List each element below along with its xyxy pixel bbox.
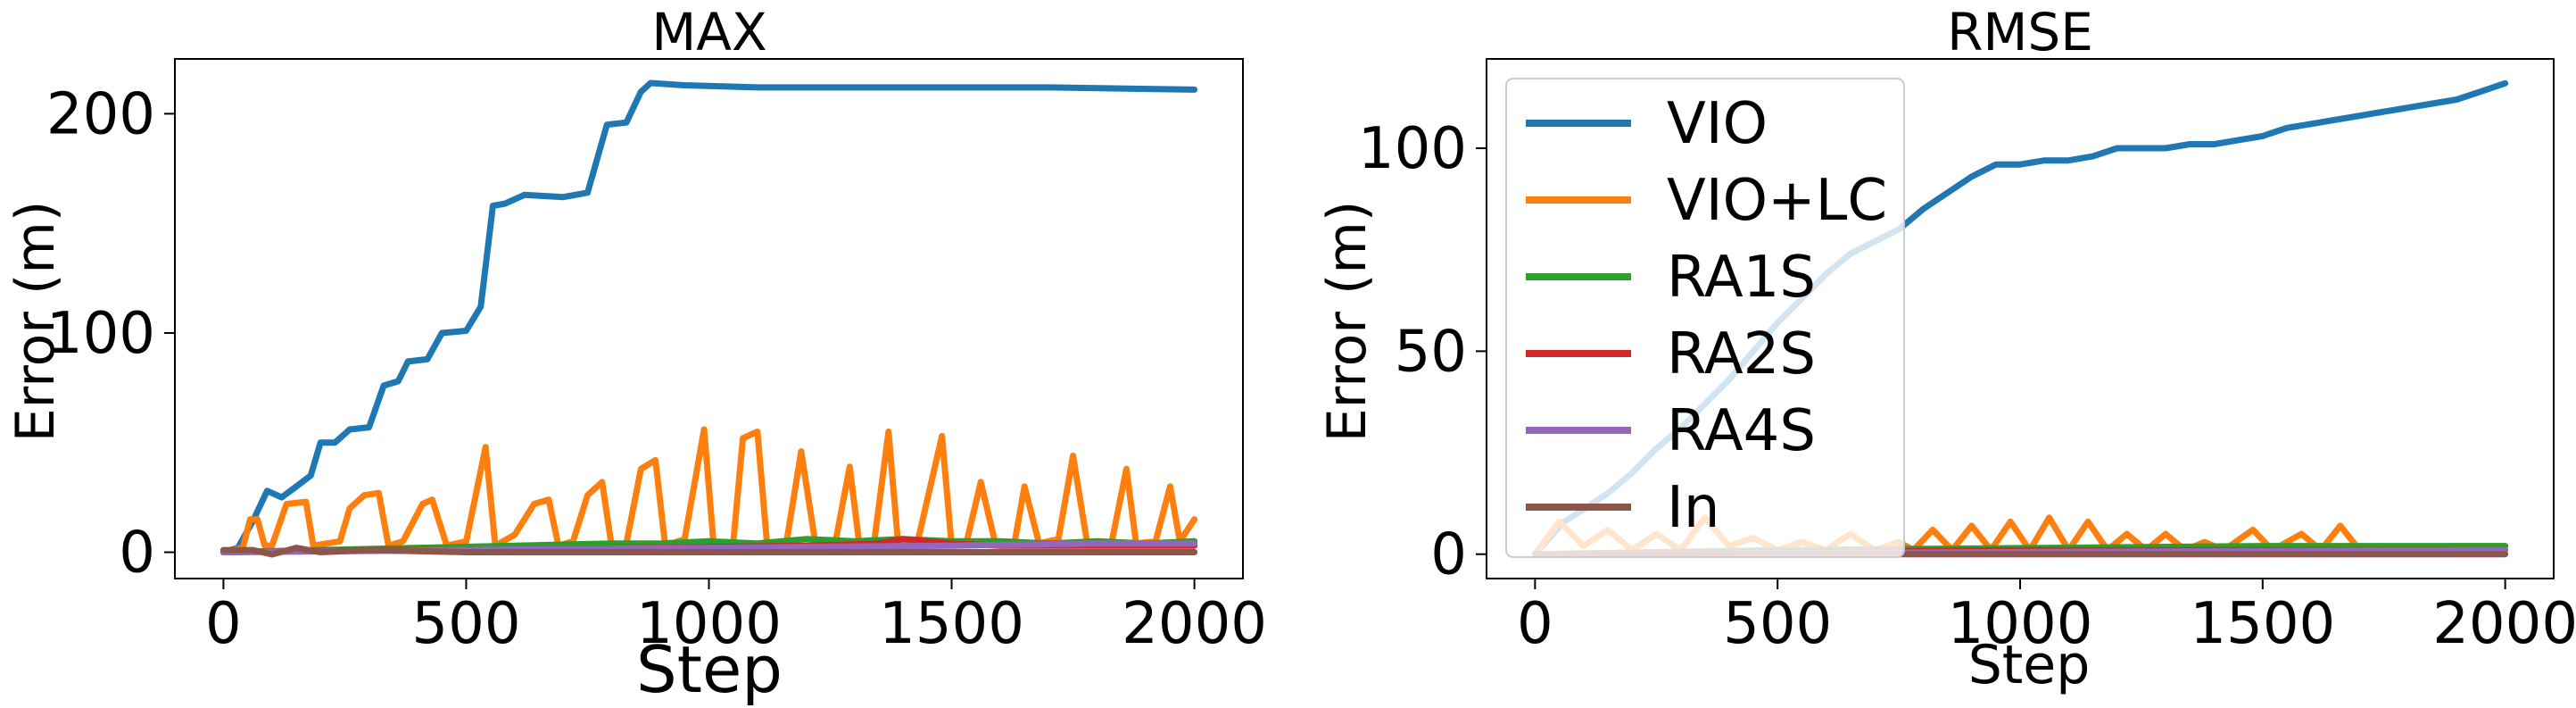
max-x-tick-label: 1000 (636, 591, 782, 657)
rmse-y-ticks: 0 50 100 (1358, 116, 1487, 588)
max-series-line-vio (219, 79, 1198, 555)
rmse-x-tick-label: 1500 (2190, 591, 2335, 657)
max-y-tick-label: 0 (119, 521, 155, 587)
max-x-ticks: 0 500 1000 1500 2000 (205, 579, 1267, 657)
rmse-x-tick-label: 2000 (2432, 591, 2576, 657)
max-y-ticks: 0 100 200 (46, 81, 175, 587)
rmse-x-tick-label: 500 (1723, 591, 1832, 657)
rmse-y-tick-label: 50 (1395, 319, 1467, 385)
max-x-axis-label: Step (636, 632, 783, 707)
rmse-y-tick-label: 0 (1430, 522, 1467, 588)
max-x-tick-label: 0 (205, 591, 242, 657)
max-x-tick-label: 2000 (1122, 591, 1267, 657)
rmse-y-axis-label: Error (m) (1316, 201, 1379, 443)
max-panel: MAX Step Error (m) 0 500 1000 1500 2000 0 100… (4, 2, 1267, 707)
rmse-x-tick-label: 0 (1517, 591, 1553, 657)
rmse-x-tick-label: 1000 (1948, 591, 2093, 657)
legend-label: RA2S (1667, 321, 1816, 387)
max-y-tick-label: 100 (46, 301, 155, 367)
rmse-x-axis-label: Step (1968, 634, 2091, 696)
max-x-tick-label: 500 (411, 591, 520, 657)
max-title: MAX (651, 2, 766, 62)
rmse-y-tick-label: 100 (1358, 116, 1467, 182)
legend-label: RA4S (1667, 398, 1816, 464)
rmse-x-ticks: 0 500 1000 1500 2000 (1517, 579, 2576, 657)
max-x-tick-label: 1500 (879, 591, 1024, 657)
legend-label: VIO+LC (1667, 168, 1887, 234)
legend-label: VIO (1667, 91, 1768, 157)
rmse-panel: RMSE Step Error (m) 0 500 1000 1500 2000 0 50… (1316, 2, 2576, 696)
legend-label: In (1667, 475, 1719, 541)
max-plot-area (219, 79, 1198, 558)
legend-label: RA1S (1667, 245, 1816, 311)
max-y-tick-label: 200 (46, 81, 155, 147)
max-series-line-vio-lc (219, 426, 1198, 555)
max-series-line-in (219, 545, 1198, 558)
rmse-title: RMSE (1947, 2, 2093, 62)
legend: VIO VIO+LC RA1S RA2S RA4S In (1505, 78, 1905, 558)
max-y-axis-label: Error (m) (4, 201, 67, 443)
